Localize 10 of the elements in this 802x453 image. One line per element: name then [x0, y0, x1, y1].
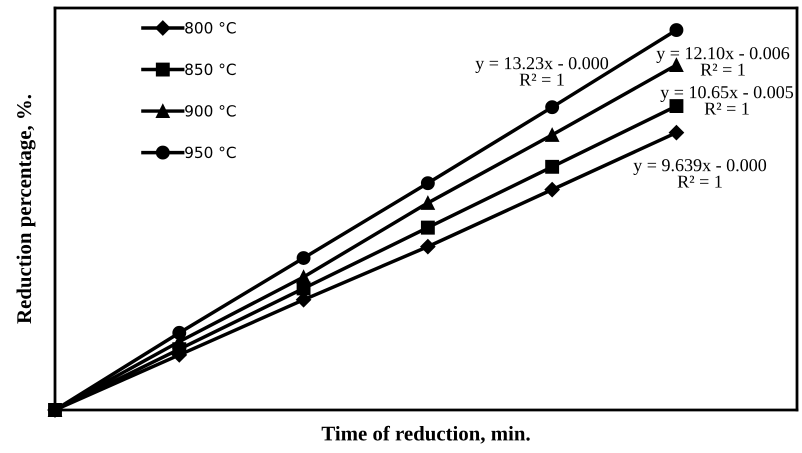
- legend-label: 950 °C: [185, 146, 236, 158]
- annotation: y = 9.639x - 0.000 R² = 1: [633, 159, 766, 188]
- legend-label: 800 °C: [185, 22, 236, 34]
- annotation: y = 13.23x - 0.000 R² = 1: [475, 57, 608, 86]
- legend-label: 850 °C: [185, 64, 236, 76]
- x-axis-title: Time of reduction, min.: [322, 426, 530, 444]
- legend-label: 900 °C: [185, 105, 236, 117]
- annotation: y = 10.65x - 0.005 R² = 1: [660, 86, 794, 115]
- y-axis-title: Reduction percentage, %.: [16, 94, 36, 324]
- annotation: y = 12.10x - 0.006 R² = 1: [656, 47, 790, 76]
